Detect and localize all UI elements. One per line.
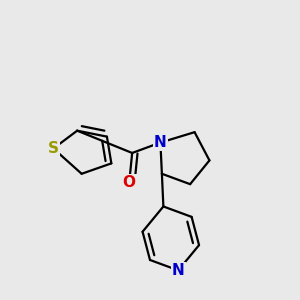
Text: N: N (154, 135, 167, 150)
Text: O: O (123, 175, 136, 190)
Text: S: S (48, 141, 59, 156)
Text: N: N (172, 263, 184, 278)
